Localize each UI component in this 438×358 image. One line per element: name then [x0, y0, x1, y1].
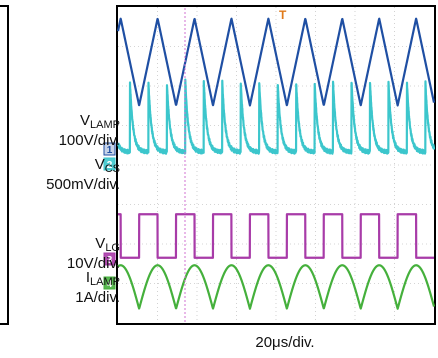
ch4-label: ILAMP 1A/div.: [75, 270, 120, 305]
ch4-scale: 1A/div.: [75, 289, 120, 306]
ch3-label: VLG 10V/div.: [67, 236, 120, 271]
trigger-marker: T: [279, 8, 287, 22]
timebase-label: 20μs/div.: [0, 334, 438, 351]
ch1-label: VLAMP 100V/div.: [59, 113, 120, 148]
left-cut-panel: [0, 6, 8, 324]
ch2-scale: 500mV/div.: [46, 176, 120, 193]
ch1-scale: 100V/div.: [59, 132, 120, 149]
ch2-label: VCS 500mV/div.: [46, 157, 120, 192]
